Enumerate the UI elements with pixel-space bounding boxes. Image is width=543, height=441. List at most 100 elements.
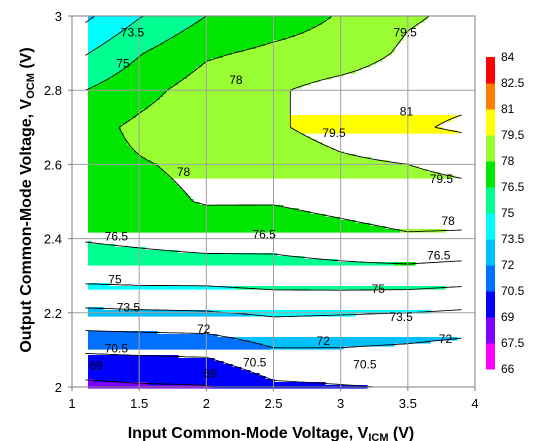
contour-band-cell (88, 148, 134, 152)
contour-band-cell (133, 22, 197, 26)
contour-band-cell (88, 175, 170, 179)
contour-line (118, 15, 462, 233)
contour-band-cell (211, 310, 431, 314)
contour-band-cell (289, 115, 458, 119)
contour-band-cell (88, 169, 164, 173)
y-axis-title-subscript: OCM (25, 73, 37, 99)
contour-band-cell (88, 133, 125, 137)
contour-band-cell (88, 160, 152, 164)
contour-band-cell (88, 307, 104, 311)
colorbar-swatch (486, 265, 495, 292)
contour-label: 73.5 (117, 301, 141, 315)
contour-band-cell (88, 286, 236, 290)
contour-band-cell (178, 82, 311, 86)
colorbar-label: 67.5 (501, 336, 525, 350)
contour-band-cell (94, 379, 275, 383)
colorbar-label: 84 (501, 50, 515, 64)
contour-label: 70.5 (353, 357, 377, 371)
contour-band-cell (88, 382, 149, 386)
contour-band-cell (205, 16, 332, 20)
contour-band-cell (130, 118, 290, 122)
colorbar-swatch (486, 317, 495, 344)
contour-band-cell (88, 52, 143, 56)
contour-band-cell (187, 76, 332, 80)
contour-band-cell (250, 313, 356, 317)
contour-label: 75 (108, 272, 122, 286)
contour-label: 78 (441, 214, 455, 228)
contour-band-cell (88, 121, 128, 125)
contour-band-cell (88, 205, 284, 209)
x-tick-label: 3.5 (399, 396, 417, 411)
contour-band-cell (106, 79, 182, 83)
contour-label: 75 (116, 56, 130, 70)
contour-band-cell (166, 40, 275, 44)
contour-band-cell (88, 367, 242, 371)
y-axis-title-unit: (V) (18, 47, 35, 73)
contour-band-cell (331, 16, 428, 20)
contour-band-cell (88, 16, 95, 20)
contour-band-cell (121, 70, 194, 74)
contour-label: 75 (372, 282, 386, 296)
contour-band-cell (88, 55, 140, 59)
contour-band-cell (88, 220, 356, 224)
contour-band-cell (190, 25, 317, 29)
contour-band-cell (151, 103, 290, 107)
contour-band-cell (88, 229, 401, 233)
contour-label: 72 (317, 334, 331, 348)
contour-band-cell (133, 148, 335, 152)
contour-band-cell (88, 70, 122, 74)
contour-band-cell (139, 55, 224, 59)
contour-band-cell (88, 256, 305, 260)
contour-band-cell (88, 154, 140, 158)
contour-band-cell (88, 31, 122, 35)
contour-band-cell (175, 34, 296, 38)
contour-band-cell (88, 334, 218, 338)
contour-band-cell (121, 31, 182, 35)
colorbar-label: 78 (501, 154, 515, 168)
colorbar-swatch (486, 57, 495, 84)
contour-band-cell (88, 283, 110, 287)
y-axis-ticks: 2 2.2 2.4 2.6 2.8 3 (44, 9, 72, 395)
contour-band-cell (325, 19, 425, 23)
contour-line (85, 352, 375, 388)
contour-band-cell (97, 46, 155, 50)
contour-band-cell (124, 28, 188, 32)
x-tick-label: 1 (68, 396, 75, 411)
contour-band-cell (136, 19, 200, 23)
contour-label: 69 (204, 366, 218, 380)
contour-band-cell (88, 181, 176, 185)
contour-band-cell (88, 370, 251, 374)
contour-band-cell (88, 331, 158, 335)
contour-band-cell (88, 145, 131, 149)
contour-band-cell (88, 37, 113, 41)
colorbar-label: 69 (501, 310, 515, 324)
contour-band-cell (316, 25, 416, 29)
contour-band-cell (121, 124, 290, 128)
contour-band-cell (196, 67, 362, 71)
contour-band-cell (88, 49, 95, 53)
x-axis-title: Input Common-Mode Voltage, VICM (V) (128, 425, 415, 441)
contour-band-cell (142, 52, 233, 56)
colorbar-label: 70.5 (501, 284, 525, 298)
contour-band-cell (151, 160, 389, 164)
contour-band-cell (235, 337, 458, 341)
y-axis-title: Output Common-Mode Voltage, VOCM (V) (18, 47, 37, 352)
contour-band-cell (136, 151, 344, 155)
contour-band-cell (292, 127, 443, 131)
contour-band-cell (88, 67, 125, 71)
contour-band-cell (274, 40, 401, 44)
contour-label: 70.5 (105, 341, 129, 355)
colorbar-swatch (486, 109, 495, 136)
contour-line (85, 15, 462, 265)
contour-band-cell (190, 73, 344, 77)
contour-line (85, 379, 212, 388)
contour-band-cell (124, 67, 197, 71)
x-tick-label: 4 (471, 396, 478, 411)
contour-band-cell (88, 355, 179, 359)
contour-band-cell (196, 22, 323, 26)
x-tick-label: 1.5 (130, 396, 148, 411)
contour-band-cell (148, 382, 326, 386)
x-axis-title-unit: (V) (388, 425, 414, 441)
